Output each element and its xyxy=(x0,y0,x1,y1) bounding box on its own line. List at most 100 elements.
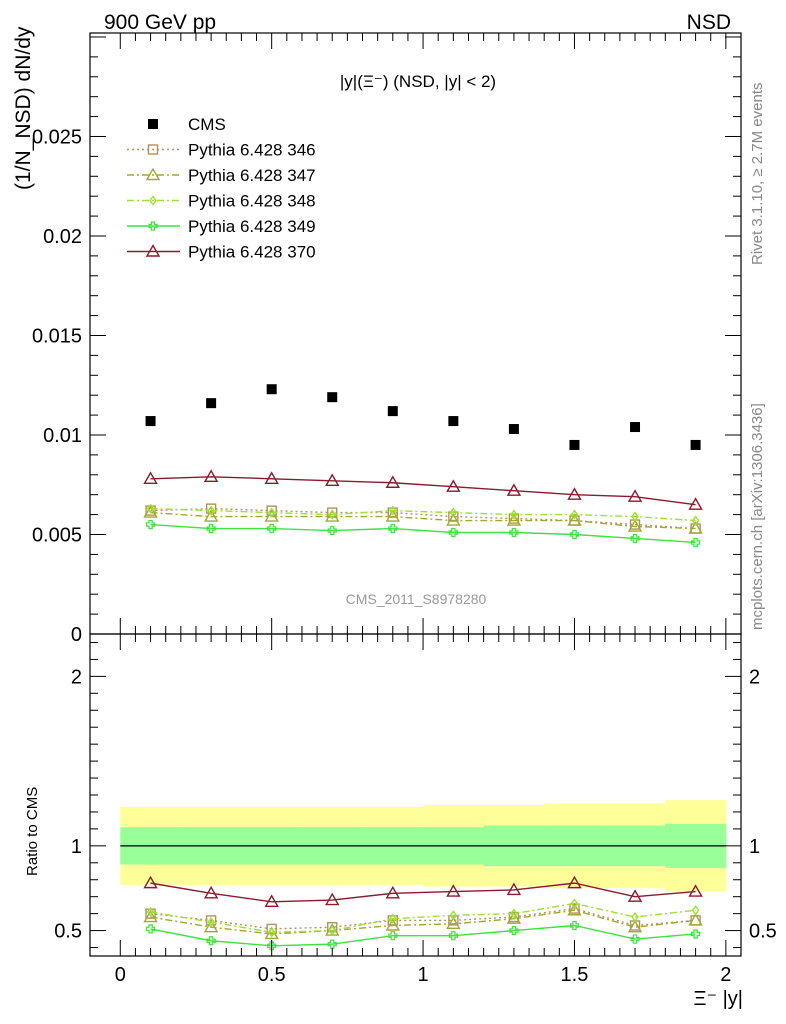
main-point-pythia-6-428-348-8 xyxy=(631,511,639,522)
ratio-point-pythia-6-428-347-4 xyxy=(385,918,400,931)
main-point-cms-3 xyxy=(327,392,338,403)
xaxis-label: Ξ⁻ |y| xyxy=(693,988,743,1010)
legend-marker-pythia-6-428-370 xyxy=(145,244,161,257)
ratio-point-pythia-6-428-349-4 xyxy=(388,931,398,941)
main-point-pythia-6-428-370-6 xyxy=(506,483,522,496)
main-point-pythia-6-428-347-9 xyxy=(688,521,703,534)
ratio-point-pythia-6-428-347-1 xyxy=(203,919,219,933)
ratio-line-pythia-6-428-346 xyxy=(150,907,696,930)
xtick-label-3: 1.5 xyxy=(561,964,589,986)
main-point-pythia-6-428-347-1 xyxy=(203,509,219,522)
ratio-point-pythia-6-428-349-8 xyxy=(630,934,640,944)
xtick-label-4: 2 xyxy=(720,964,731,986)
main-point-pythia-6-428-348-7 xyxy=(570,509,579,520)
ratio-point-pythia-6-428-349-3 xyxy=(327,939,337,949)
main-ytick-label-4: 0.02 xyxy=(43,226,82,248)
ratio-point-pythia-6-428-348-3 xyxy=(328,925,337,936)
ratio-ytick-label-left-0: 0.5 xyxy=(54,921,82,943)
main-point-pythia-6-428-349-0 xyxy=(145,519,156,530)
ratio-ylabel: Ratio to CMS xyxy=(24,787,41,876)
main-point-pythia-6-428-349-4 xyxy=(388,523,398,534)
ratio-point-pythia-6-428-347-6 xyxy=(506,911,522,924)
legend-label-pythia-6-428-348: Pythia 6.428 348 xyxy=(188,192,316,211)
ratio-point-pythia-6-428-348-2 xyxy=(267,927,276,938)
main-point-cms-4 xyxy=(387,406,398,417)
main-point-pythia-6-428-346-1 xyxy=(205,503,217,514)
main-point-cms-0 xyxy=(145,416,156,427)
ratio-point-pythia-6-428-370-7 xyxy=(567,875,582,889)
main-title: |y|(Ξ⁻) (NSD, |y| < 2) xyxy=(340,72,496,91)
ratio-point-pythia-6-428-348-5 xyxy=(449,910,458,921)
ratio-line-pythia-6-428-370 xyxy=(150,882,696,903)
ratio-point-pythia-6-428-348-4 xyxy=(388,913,397,924)
main-point-cms-8 xyxy=(630,422,641,433)
main-point-pythia-6-428-348-1 xyxy=(207,505,215,516)
xtick-label-2: 1 xyxy=(418,964,429,986)
main-point-pythia-6-428-348-2 xyxy=(267,507,276,518)
ratio-ytick-label-right-1: 1 xyxy=(749,836,760,858)
ratio-panel-axes: 0.5 0.5 1 1 2 2 0 0.5 1 1.5 2 xyxy=(54,633,777,986)
main-ytick-label-2: 0.01 xyxy=(43,425,82,447)
main-line-pythia-6-428-347 xyxy=(150,511,696,530)
ratio-point-pythia-6-428-349-0 xyxy=(145,924,156,934)
main-point-cms-7 xyxy=(569,439,580,450)
main-point-pythia-6-428-347-7 xyxy=(567,513,582,526)
ratio-panel-background xyxy=(120,800,727,892)
ratio-point-pythia-6-428-348-6 xyxy=(510,908,518,919)
main-point-pythia-6-428-370-0 xyxy=(143,471,158,484)
ratio-line-pythia-6-428-347 xyxy=(150,909,696,935)
ratio-point-pythia-6-428-348-9 xyxy=(691,905,700,916)
legend-label-pythia-6-428-347: Pythia 6.428 347 xyxy=(188,166,316,185)
ratio-point-pythia-6-428-346-1 xyxy=(205,915,217,926)
header-right: NSD xyxy=(687,11,731,34)
main-point-cms-2 xyxy=(266,384,277,395)
legend-label-pythia-6-428-370: Pythia 6.428 370 xyxy=(188,243,316,262)
main-point-pythia-6-428-347-5 xyxy=(446,513,461,526)
ratio-point-pythia-6-428-349-9 xyxy=(690,929,701,939)
main-point-pythia-6-428-370-1 xyxy=(203,469,219,482)
ratio-point-pythia-6-428-370-2 xyxy=(264,894,279,907)
ratio-point-pythia-6-428-349-5 xyxy=(448,931,458,941)
legend-marker-pythia-6-428-347 xyxy=(145,167,161,181)
main-point-pythia-6-428-349-2 xyxy=(267,523,277,534)
main-point-cms-5 xyxy=(448,416,459,427)
main-ytick-label-0: 0 xyxy=(71,624,82,646)
main-ytick-label-3: 0.015 xyxy=(32,325,82,347)
legend-marker-pythia-6-428-349 xyxy=(148,221,158,231)
ratio-point-pythia-6-428-348-8 xyxy=(631,911,639,923)
ratio-point-pythia-6-428-348-0 xyxy=(146,906,155,918)
ratio-point-pythia-6-428-348-7 xyxy=(570,898,579,909)
ratio-point-pythia-6-428-349-7 xyxy=(569,920,580,931)
main-ylabel: (1/N_NSD) dN/dy xyxy=(12,26,35,190)
main-point-pythia-6-428-348-4 xyxy=(388,505,397,516)
main-point-pythia-6-428-346-2 xyxy=(266,505,277,516)
main-point-pythia-6-428-348-5 xyxy=(449,507,458,518)
ratio-point-pythia-6-428-370-4 xyxy=(385,885,400,899)
header-left: 900 GeV pp xyxy=(104,11,216,34)
main-point-pythia-6-428-370-8 xyxy=(627,489,643,502)
ratio-point-pythia-6-428-346-3 xyxy=(327,921,338,933)
ratio-point-pythia-6-428-370-3 xyxy=(325,892,340,906)
main-point-pythia-6-428-370-2 xyxy=(264,471,279,484)
legend-label-cms: CMS xyxy=(188,115,226,134)
main-point-pythia-6-428-347-3 xyxy=(325,509,340,522)
ratio-panel-series xyxy=(143,875,703,951)
main-point-pythia-6-428-347-6 xyxy=(506,513,522,526)
rivet-label: Rivet 3.1.10, ≥ 2.7M events xyxy=(749,83,766,266)
legend-label-pythia-6-428-349: Pythia 6.428 349 xyxy=(188,217,316,236)
main-ytick-label-5: 0.025 xyxy=(32,126,82,148)
main-point-pythia-6-428-370-3 xyxy=(325,473,340,486)
main-point-pythia-6-428-349-3 xyxy=(327,525,337,536)
main-point-pythia-6-428-370-9 xyxy=(688,497,703,510)
ratio-point-pythia-6-428-347-9 xyxy=(688,912,703,926)
main-ytick-label-1: 0.005 xyxy=(32,524,82,546)
ratio-point-pythia-6-428-348-1 xyxy=(207,916,215,928)
main-point-pythia-6-428-370-4 xyxy=(385,475,400,488)
main-line-pythia-6-428-346 xyxy=(150,507,696,530)
ratio-point-pythia-6-428-346-0 xyxy=(145,908,156,919)
main-line-pythia-6-428-348 xyxy=(150,507,696,522)
main-line-pythia-6-428-349 xyxy=(150,523,696,544)
legend: CMS Pythia 6.428 346 Pythia 6.428 347 Pythi… xyxy=(127,115,316,262)
legend-marker-cms xyxy=(148,119,158,129)
